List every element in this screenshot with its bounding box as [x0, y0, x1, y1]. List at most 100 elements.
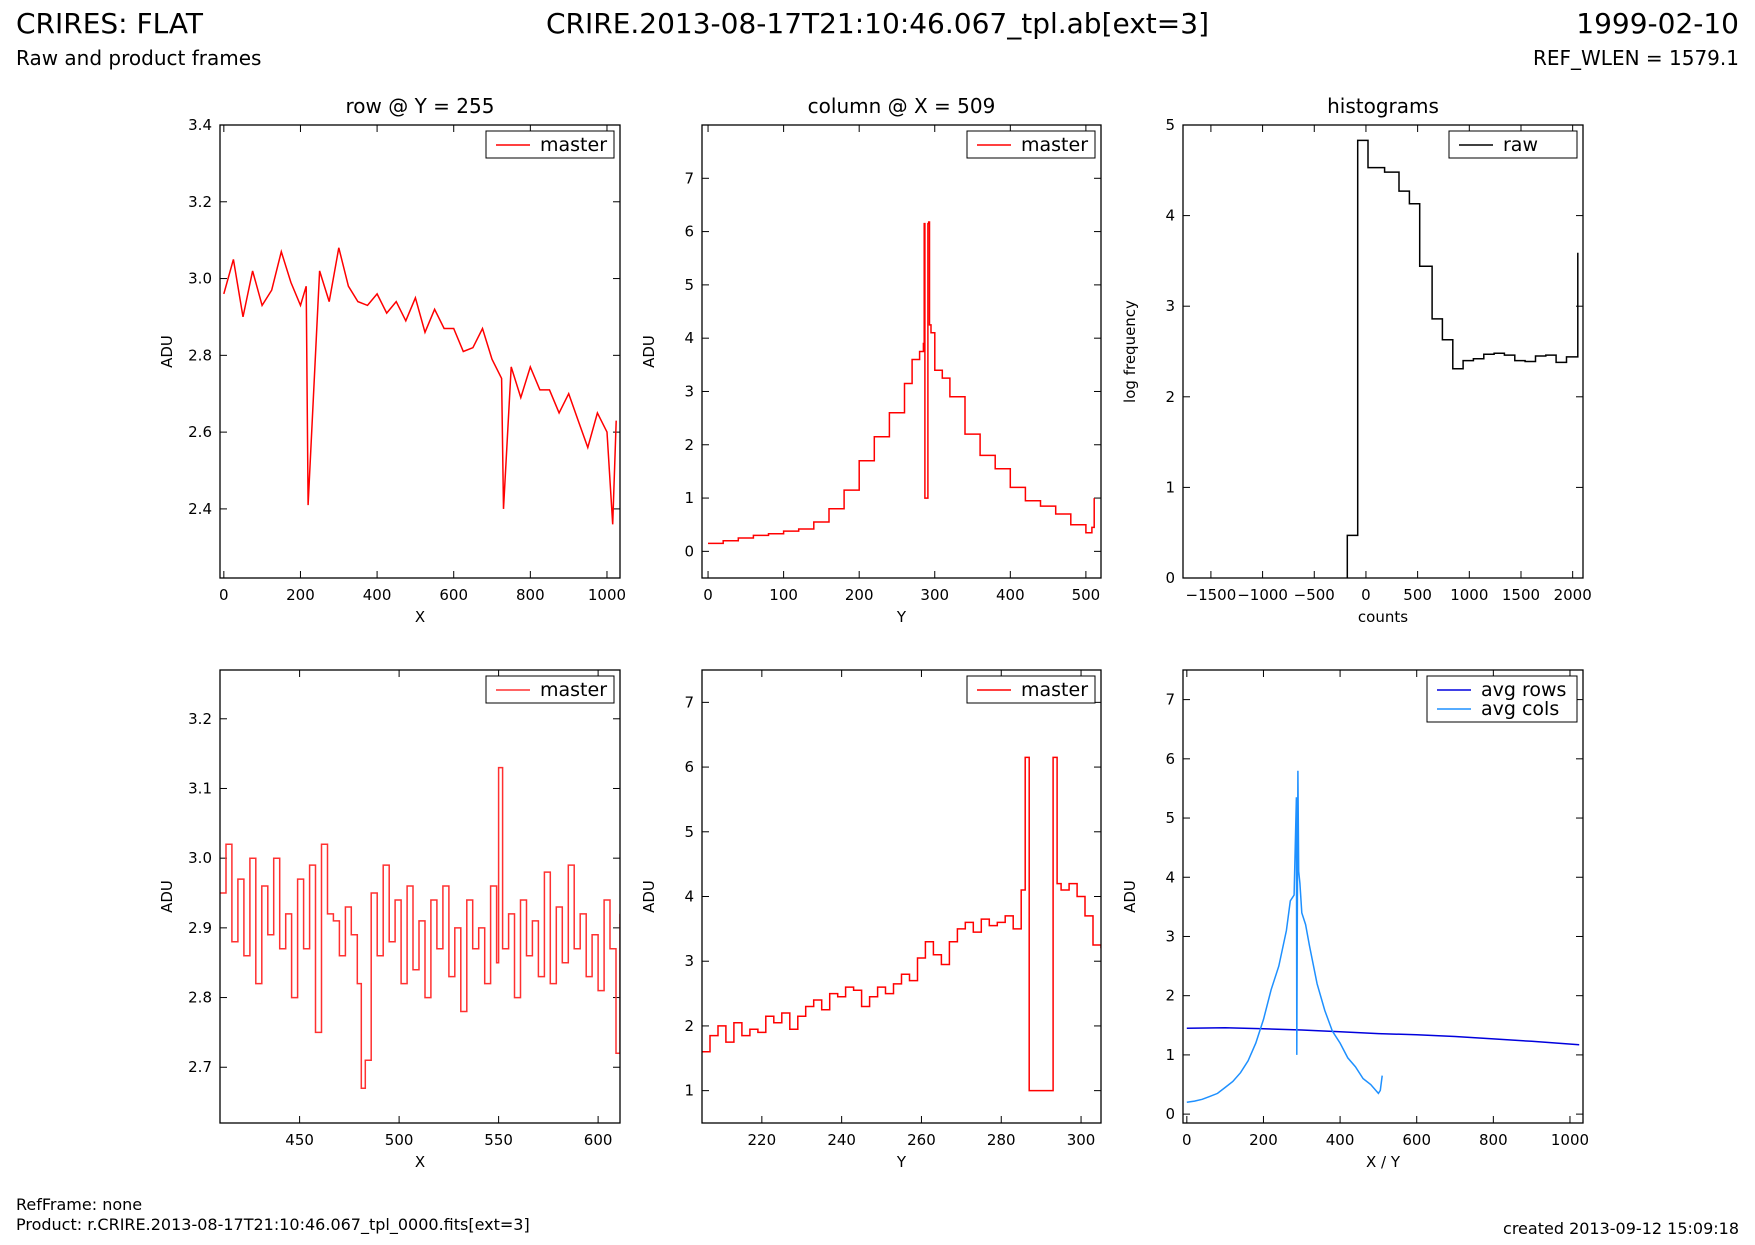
- x-axis-label: counts: [1358, 608, 1408, 626]
- series-group: [1186, 770, 1580, 1104]
- y-tick-label: 5: [1165, 809, 1175, 827]
- series-line-master: [702, 756, 1101, 1092]
- series-line-raw: [1346, 139, 1579, 578]
- x-tick-label: 200: [1249, 1131, 1278, 1149]
- legend: master: [485, 675, 615, 704]
- axes-frame: [1182, 124, 1584, 579]
- x-axis-label: X: [415, 608, 425, 626]
- x-axis-label: Y: [896, 1153, 907, 1171]
- y-axis-label: log frequency: [1121, 300, 1139, 403]
- ref-wlen: REF_WLEN = 1579.1: [1532, 46, 1739, 70]
- legend: master: [966, 130, 1096, 159]
- frame-name: CRIRE.2013-08-17T21:10:46.067_tpl.ab[ext…: [545, 7, 1209, 40]
- y-tick-label: 3.0: [188, 270, 212, 288]
- product-label: Product: r.CRIRE.2013-08-17T21:10:46.067…: [16, 1215, 530, 1234]
- observation-date: 1999-02-10: [1576, 7, 1739, 40]
- x-tick-label: 800: [1479, 1131, 1508, 1149]
- y-tick-label: 3.2: [188, 193, 212, 211]
- chart-column: column @ X = 509 0 100 200 300 400 500 0 1 2 3 4 5 6 7…: [640, 94, 1102, 626]
- axes-frame: [219, 124, 621, 579]
- x-tick-label: 280: [987, 1131, 1016, 1149]
- axes-frame: [1182, 669, 1584, 1124]
- x-axis-label: Y: [896, 608, 907, 626]
- x-tick-label: 1000: [1450, 586, 1488, 604]
- chart-title: histograms: [1327, 94, 1439, 118]
- y-tick-label: 4: [684, 329, 694, 347]
- y-tick-label: 2.6: [188, 423, 212, 441]
- y-tick-label: 2.8: [188, 989, 212, 1007]
- y-tick-label: 3: [684, 382, 694, 400]
- y-axis-label: ADU: [1121, 880, 1139, 913]
- x-tick-label: 550: [484, 1131, 513, 1149]
- x-tick-label: 220: [748, 1131, 777, 1149]
- y-tick-label: 5: [684, 276, 694, 294]
- x-tick-label: −1000: [1237, 586, 1288, 604]
- x-tick-label: 600: [1402, 1131, 1431, 1149]
- x-tick-label: 0: [1361, 586, 1371, 604]
- y-axis-label: ADU: [158, 880, 176, 913]
- x-tick-label: 1000: [588, 586, 626, 604]
- legend: master: [966, 675, 1096, 704]
- y-tick-label: 1: [684, 489, 694, 507]
- y-tick-label: 2: [1165, 388, 1175, 406]
- y-tick-label: 3: [1165, 297, 1175, 315]
- y-tick-label: 2.4: [188, 500, 212, 518]
- legend-label: master: [540, 134, 607, 156]
- y-tick-label: 7: [1165, 691, 1175, 709]
- x-tick-label: 2000: [1554, 586, 1592, 604]
- legend-label: master: [540, 679, 607, 701]
- x-tick-label: 0: [1182, 1131, 1192, 1149]
- chart-row: row @ Y = 255 0 200 400 600 800 1000 2.4 2.6 2.8 3…: [158, 94, 626, 626]
- y-tick-label: 7: [684, 693, 694, 711]
- chart-title: row @ Y = 255: [346, 94, 495, 118]
- x-axis-label: X: [415, 1153, 425, 1171]
- y-axis-label: ADU: [158, 335, 176, 368]
- y-tick-label: 2: [684, 436, 694, 454]
- x-tick-label: 300: [1067, 1131, 1096, 1149]
- y-tick-label: 0: [1165, 1105, 1175, 1123]
- legend-label: avg cols: [1481, 698, 1559, 720]
- x-tick-label: 1500: [1502, 586, 1540, 604]
- series-line-master: [708, 221, 1095, 545]
- y-tick-label: 3.1: [188, 779, 212, 797]
- x-tick-label: 450: [285, 1131, 314, 1149]
- y-axis-label: ADU: [640, 880, 658, 913]
- x-tick-label: 600: [439, 586, 468, 604]
- x-tick-label: 200: [845, 586, 874, 604]
- y-tick-label: 1: [1165, 478, 1175, 496]
- x-tick-label: 400: [996, 586, 1025, 604]
- x-tick-label: 800: [516, 586, 545, 604]
- legend-label: raw: [1503, 134, 1538, 156]
- legend: master: [485, 130, 615, 159]
- page-title: CRIRES: FLAT: [16, 7, 203, 40]
- x-tick-label: 500: [385, 1131, 414, 1149]
- legend-box: [1426, 675, 1578, 723]
- chart-row-zoom: 450 500 550 600 2.7 2.8 2.9 3.0 3.1 3.2 X ADU master: [158, 669, 621, 1171]
- series-group: [223, 247, 617, 525]
- x-tick-label: 100: [769, 586, 798, 604]
- x-tick-label: 0: [219, 586, 229, 604]
- x-tick-label: 500: [1072, 586, 1101, 604]
- y-tick-label: 4: [684, 888, 694, 906]
- y-tick-label: 4: [1165, 868, 1175, 886]
- series-line-master: [223, 247, 617, 525]
- chart-histograms: histograms −1500 −1000 −500 0 500 1000 1500 2000…: [1121, 94, 1592, 626]
- y-tick-label: 2.9: [188, 919, 212, 937]
- axes-frame: [701, 124, 1102, 579]
- x-tick-label: 300: [920, 586, 949, 604]
- y-tick-label: 2.7: [188, 1058, 212, 1076]
- chart-title: column @ X = 509: [808, 94, 996, 118]
- series-group: [708, 221, 1095, 545]
- chart-column-zoom: 220 240 260 280 300 1 2 3 4 5 6 7 Y ADU master: [640, 669, 1102, 1171]
- y-tick-label: 4: [1165, 207, 1175, 225]
- series-line-avg-cols: [1186, 770, 1383, 1104]
- x-tick-label: 240: [827, 1131, 856, 1149]
- x-tick-label: −1500: [1186, 586, 1237, 604]
- series-group: [702, 756, 1101, 1092]
- series-line-master: [220, 766, 620, 1089]
- y-tick-label: 3: [1165, 927, 1175, 945]
- x-tick-label: 500: [1403, 586, 1432, 604]
- y-tick-label: 3.2: [188, 710, 212, 728]
- y-tick-label: 1: [1165, 1046, 1175, 1064]
- y-tick-label: 3.0: [188, 849, 212, 867]
